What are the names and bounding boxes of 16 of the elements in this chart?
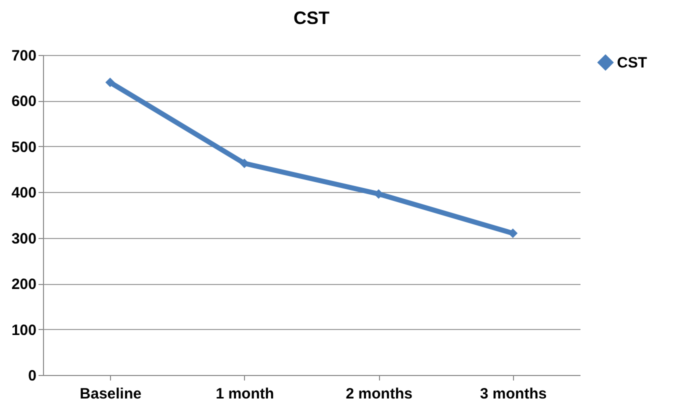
y-tick-label: 0 bbox=[28, 368, 36, 384]
chart-title: CST bbox=[294, 8, 330, 28]
x-tick-label: 3 months bbox=[480, 386, 547, 402]
x-tick-label: 2 months bbox=[346, 386, 412, 402]
point bbox=[105, 78, 115, 88]
point bbox=[508, 228, 518, 238]
y-tick-label: 100 bbox=[11, 322, 36, 339]
y-tick-label: 500 bbox=[11, 138, 36, 156]
x-tick-label: Baseline bbox=[80, 386, 142, 402]
y-tick-label: 600 bbox=[11, 93, 36, 110]
y-tick-label: 200 bbox=[11, 276, 36, 294]
legend-label: CST bbox=[617, 54, 647, 72]
x-tick-label: 1 month bbox=[216, 386, 274, 402]
y-tick-label: 700 bbox=[11, 48, 36, 64]
y-tick-label: 300 bbox=[11, 230, 36, 248]
y-tick-label: 400 bbox=[11, 184, 36, 202]
